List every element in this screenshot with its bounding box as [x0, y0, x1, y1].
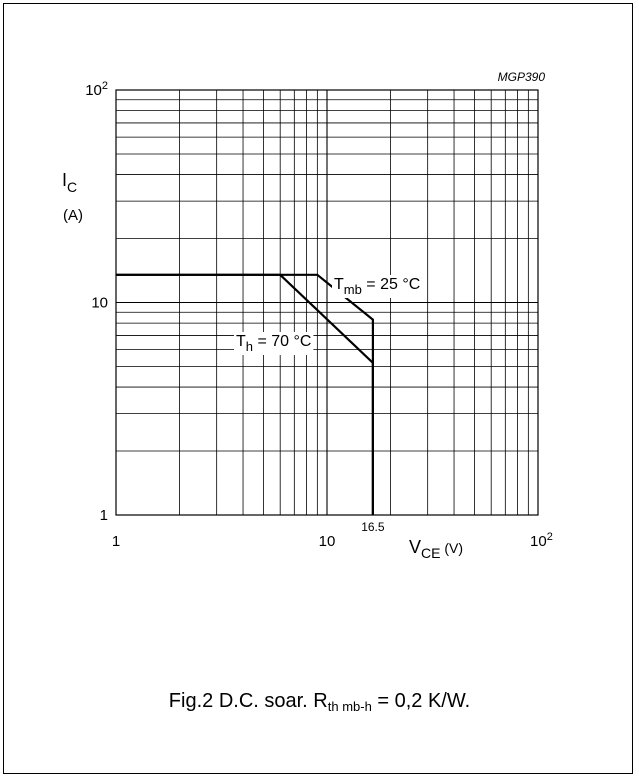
y-tick-label: 10 — [91, 295, 108, 312]
series-line-2 — [116, 273, 374, 515]
figure-code: MGP390 — [498, 70, 546, 84]
x-axis-label-sub: CE — [421, 545, 440, 561]
series-label-rest: = 70 °C — [253, 333, 311, 350]
series-label-background — [332, 275, 423, 298]
y-tick-label: 1 — [100, 507, 108, 524]
y-tick-label-exponent: 2 — [102, 80, 108, 92]
series-label-background — [234, 332, 314, 355]
y-axis-label-sub: C — [67, 179, 77, 195]
y-tick-label-base: 1 — [100, 507, 108, 524]
x-axis-label: VCE (V) — [409, 537, 463, 561]
series-label-1: Tmb = 25 °C — [334, 276, 420, 297]
x-tick-label-extra: 16.5 — [361, 520, 385, 534]
series-layer: Tmb = 25 °CTh = 70 °C — [116, 273, 423, 515]
series-label-main: T — [334, 276, 344, 293]
x-tick-label-base: 1 — [112, 533, 120, 550]
x-tick-label-base: 10 — [319, 533, 336, 550]
x-tick-label: 102 — [530, 531, 553, 550]
caption-subscript: th mb-h — [327, 699, 372, 714]
y-axis-label: IC — [62, 170, 77, 195]
x-tick-label-exponent: 2 — [547, 531, 553, 543]
caption-suffix: = 0,2 K/W. — [371, 690, 471, 712]
grid — [116, 90, 538, 515]
x-tick-label: 1 — [112, 533, 120, 550]
series-label-2: Th = 70 °C — [236, 333, 311, 354]
x-tick-label: 10 — [319, 533, 336, 550]
y-tick-label-base: 10 — [85, 82, 102, 99]
x-tick-label-base: 10 — [530, 533, 547, 550]
y-axis-label-main: I — [62, 170, 67, 190]
series-label-sub: mb — [344, 282, 362, 297]
series-label-sub: h — [246, 339, 253, 354]
figure-frame — [3, 3, 633, 774]
x-axis-label-unit: (V) — [440, 540, 463, 556]
series-label-rest: = 25 °C — [362, 276, 420, 293]
caption-prefix: Fig.2 D.C. soar. R — [168, 690, 328, 712]
series-line-1 — [116, 273, 374, 515]
y-axis-unit: (A) — [63, 207, 83, 224]
series-label-main: T — [236, 333, 246, 350]
y-tick-label: 102 — [85, 80, 108, 99]
plot-border — [115, 89, 539, 516]
x-axis-label-main: V — [409, 537, 421, 557]
y-tick-label-base: 10 — [91, 295, 108, 312]
figure-caption: Fig.2 D.C. soar. Rth mb-h = 0,2 K/W. — [0, 690, 639, 714]
